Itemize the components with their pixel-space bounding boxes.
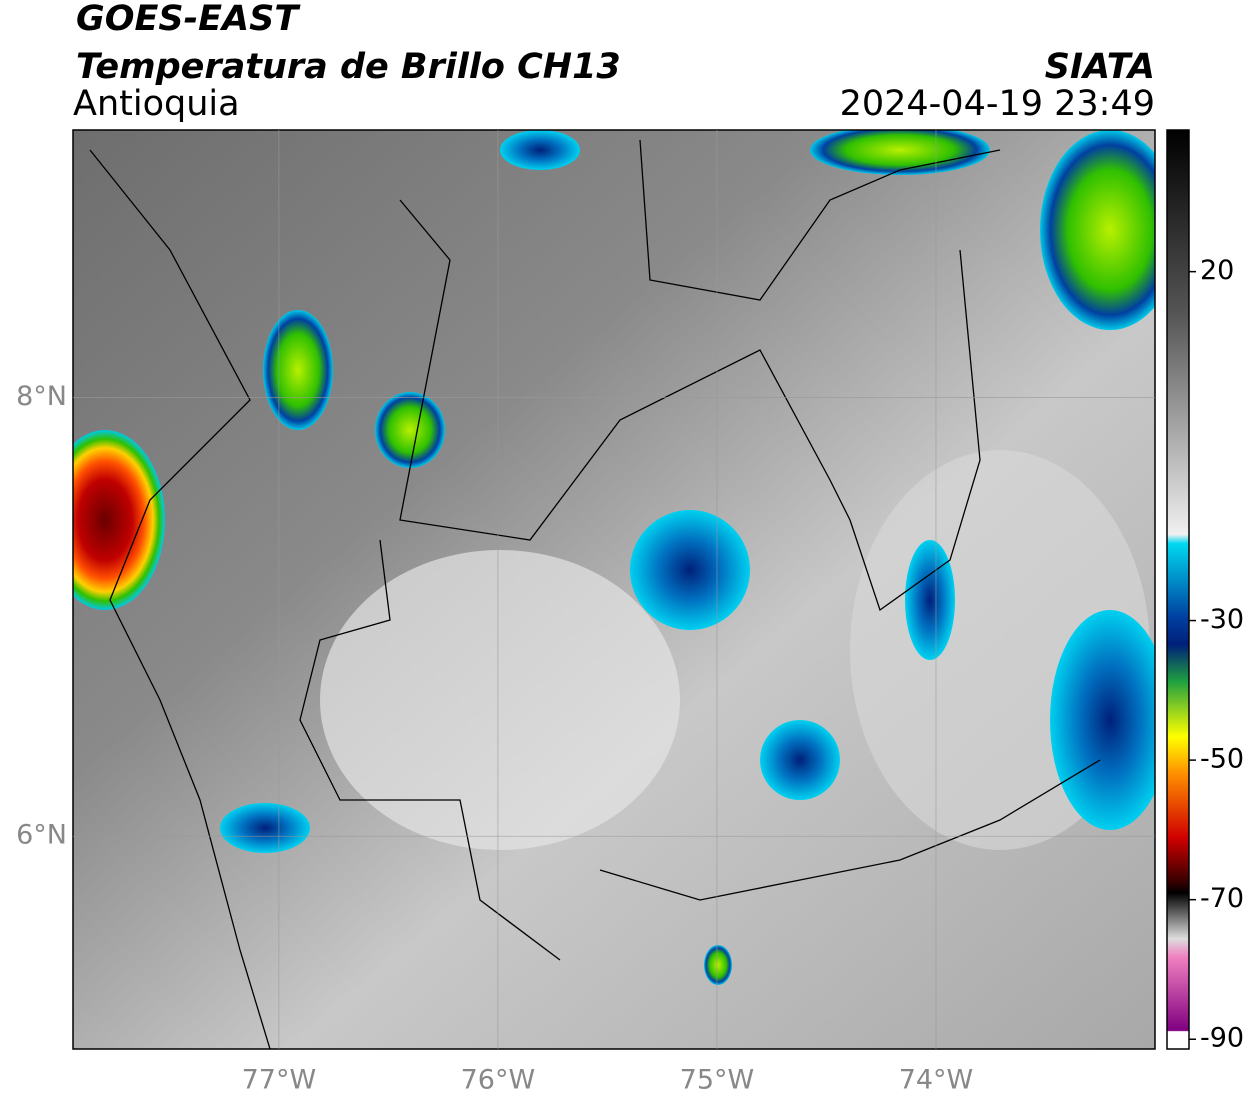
storm: [704, 945, 732, 985]
storm: [73, 430, 165, 610]
colorbar-tick-label: -50: [1200, 744, 1244, 775]
subtitle: Temperatura de Brillo CH13: [76, 47, 621, 87]
colorbar-tick-label: -70: [1200, 883, 1244, 914]
storm: [220, 803, 310, 853]
storm: [1040, 130, 1155, 330]
datetime: 2024-04-19 23:49: [840, 84, 1155, 124]
storm: [810, 130, 990, 175]
source: SIATA: [1045, 47, 1155, 87]
cloud: [320, 550, 680, 850]
x-tick-label: 77°W: [242, 1065, 317, 1096]
storm: [905, 540, 955, 660]
x-tick-label: 75°W: [680, 1065, 755, 1096]
colorbar-tick-label: -30: [1200, 604, 1244, 635]
border: [639, 139, 1001, 301]
region: Antioquia: [73, 84, 240, 124]
title: GOES-EAST: [76, 0, 301, 39]
storm: [760, 720, 840, 800]
border: [399, 199, 981, 612]
map-image: [73, 130, 1155, 1049]
storm: [500, 130, 580, 170]
storm: [1050, 610, 1155, 830]
x-tick-label: 74°W: [899, 1065, 974, 1096]
y-tick-label: 8°N: [16, 381, 67, 412]
map-frame: [72, 129, 1156, 1050]
border: [299, 539, 561, 961]
storm: [263, 310, 333, 430]
storm: [375, 392, 445, 468]
x-tick-label: 76°W: [461, 1065, 536, 1096]
colorbar-tick-label: -90: [1200, 1023, 1244, 1054]
y-tick-label: 6°N: [16, 820, 67, 851]
colorbar: [1166, 129, 1190, 1050]
colorbar-tick-label: 20: [1200, 255, 1234, 286]
storm: [630, 510, 750, 630]
border: [599, 759, 1101, 901]
coastline: [89, 149, 271, 1049]
